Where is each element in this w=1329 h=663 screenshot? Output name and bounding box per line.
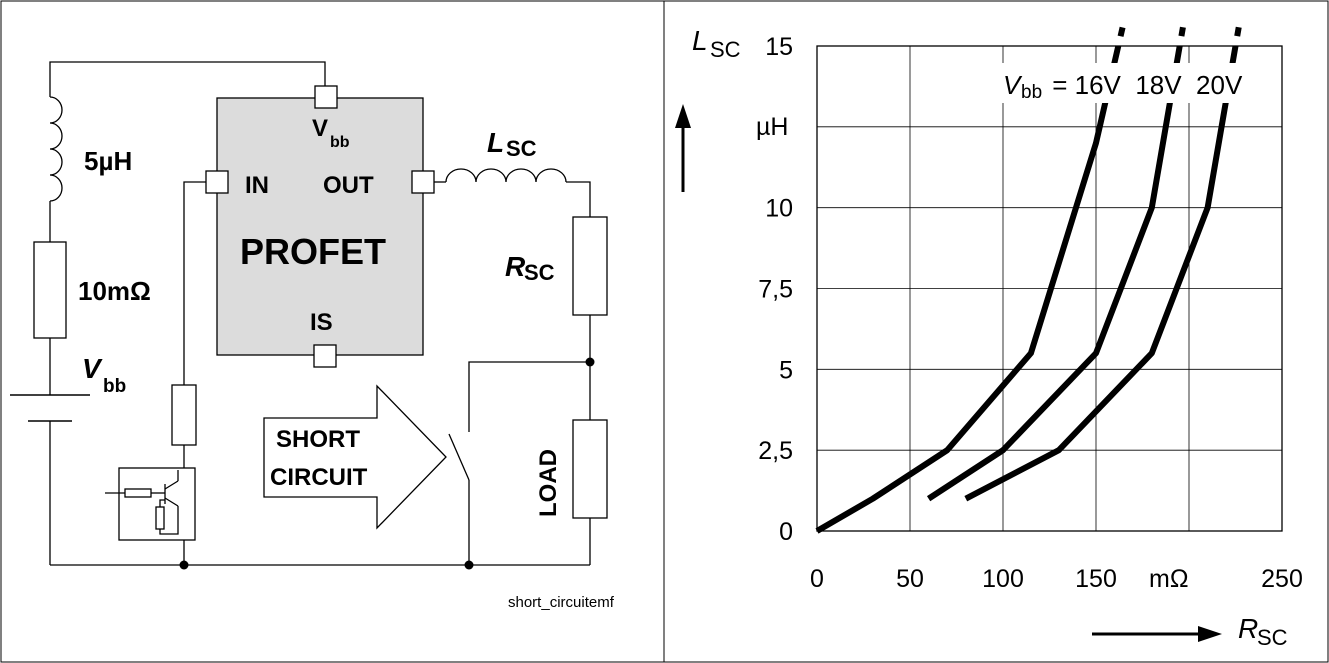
profet-chip bbox=[216, 97, 424, 356]
driver-transistor-e bbox=[164, 497, 179, 507]
y-tick-label: 2,5 bbox=[758, 437, 793, 465]
label-source-inductor: 5µH bbox=[84, 146, 132, 176]
x-axis-var: R bbox=[1238, 613, 1258, 644]
legend-background bbox=[996, 63, 1278, 103]
chart-series bbox=[815, 26, 1242, 534]
rsc-resistor bbox=[572, 216, 608, 316]
lsc-inductor bbox=[445, 168, 567, 183]
label-vbb-sub: bb bbox=[103, 376, 126, 397]
junction-dot-1 bbox=[585, 357, 595, 367]
schematic-caption: short_circuitemf bbox=[508, 594, 615, 611]
source-inductor bbox=[49, 96, 63, 202]
label-pin-is: IS bbox=[310, 309, 333, 336]
y-axis-arrow bbox=[675, 104, 691, 192]
label-lsc-var: L bbox=[487, 127, 504, 158]
x-tick-label: 250 bbox=[1261, 565, 1303, 593]
driver-wire-e bbox=[159, 506, 179, 535]
x-axis-arrow bbox=[1092, 626, 1222, 642]
y-tick-label: 5 bbox=[779, 356, 793, 384]
y-axis-var: L bbox=[692, 25, 708, 56]
label-pin-vbb: V bbox=[312, 115, 328, 142]
load-resistor bbox=[572, 419, 608, 519]
series-break-mark-20V bbox=[1234, 26, 1242, 37]
series-break-mark-18V bbox=[1178, 26, 1186, 37]
driver-transistor-c bbox=[164, 480, 179, 490]
x-axis-sub: SC bbox=[1257, 625, 1288, 650]
junction-dot-3 bbox=[464, 560, 474, 570]
short-circuit-arrow bbox=[263, 384, 447, 530]
chart-grid bbox=[817, 46, 1282, 531]
label-vbb-var: V bbox=[82, 353, 103, 384]
label-pin-out: OUT bbox=[323, 172, 374, 199]
series-line-20V bbox=[964, 45, 1239, 502]
wire-top bbox=[49, 61, 326, 97]
y-axis-sub: SC bbox=[710, 37, 741, 62]
series-break-mark-16V bbox=[1117, 26, 1126, 37]
chart-y-ticks: 0 2,5 5 7,5 10 15 bbox=[758, 33, 793, 546]
label-ic-name: PROFET bbox=[240, 231, 386, 272]
label-source-resistor: 10mΩ bbox=[78, 276, 151, 306]
y-axis-unit: µH bbox=[756, 113, 788, 141]
wire-lsc bbox=[566, 181, 591, 217]
driver-resistor bbox=[124, 488, 152, 498]
y-tick-label: 0 bbox=[779, 518, 793, 546]
driver-resistor-2 bbox=[155, 506, 165, 530]
pin-out-pad bbox=[411, 170, 435, 194]
x-axis-unit: mΩ bbox=[1149, 565, 1189, 593]
label-pin-vbb-sub: bb bbox=[330, 134, 350, 151]
wire-in bbox=[183, 181, 206, 385]
y-tick-label: 15 bbox=[765, 33, 793, 61]
y-tick-label: 7,5 bbox=[758, 276, 793, 304]
label-rsc-sub: SC bbox=[524, 260, 555, 285]
pin-vbb-pad bbox=[314, 85, 338, 109]
x-tick-label: 50 bbox=[896, 565, 924, 593]
junction-dot-2 bbox=[179, 560, 189, 570]
legend-var: V bbox=[1003, 70, 1023, 100]
switch-blade bbox=[448, 433, 470, 481]
circuit-schematic bbox=[10, 61, 608, 566]
x-tick-label: 150 bbox=[1075, 565, 1117, 593]
plot-area-frame bbox=[816, 45, 1283, 532]
label-arrow-line2: CIRCUIT bbox=[270, 464, 368, 491]
legend-text: = 16V 18V 20V bbox=[1045, 70, 1243, 100]
series-line-16V bbox=[815, 45, 1122, 534]
y-tick-label: 10 bbox=[765, 195, 793, 223]
in-resistor bbox=[171, 384, 197, 446]
x-tick-label: 100 bbox=[982, 565, 1024, 593]
label-arrow-line1: SHORT bbox=[276, 426, 360, 453]
wire-switch-top bbox=[468, 361, 590, 432]
chart-x-ticks: 0 50 100 150 250 bbox=[810, 565, 1303, 593]
label-pin-in: IN bbox=[245, 172, 269, 199]
label-load: LOAD bbox=[535, 449, 562, 517]
pin-in-pad bbox=[205, 170, 229, 194]
source-resistor bbox=[33, 241, 67, 339]
label-rsc-var: R bbox=[505, 251, 526, 282]
driver-wire-d bbox=[159, 499, 165, 507]
pin-is-pad bbox=[313, 344, 337, 368]
legend-sub: bb bbox=[1021, 82, 1042, 103]
x-tick-label: 0 bbox=[810, 565, 824, 593]
series-line-18V bbox=[926, 45, 1183, 502]
label-lsc-sub: SC bbox=[506, 136, 537, 161]
